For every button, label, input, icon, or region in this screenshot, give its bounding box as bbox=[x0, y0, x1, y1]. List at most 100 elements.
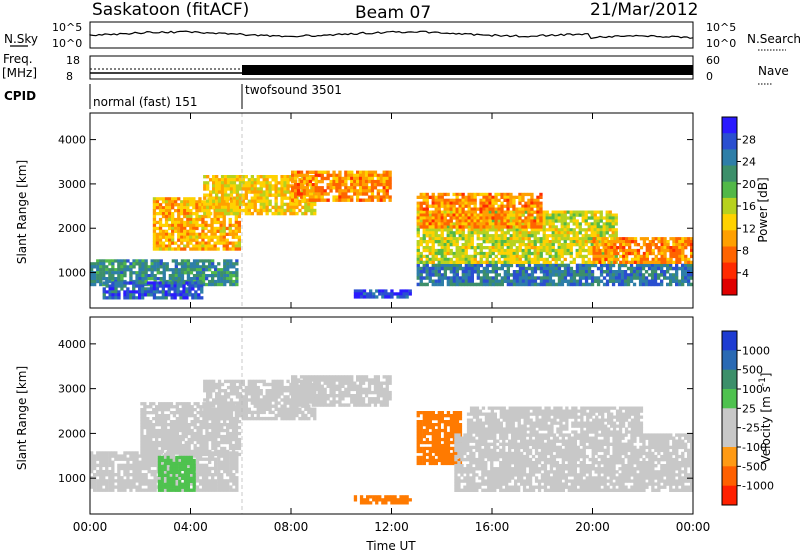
nave-tick-high: 60 bbox=[706, 54, 720, 67]
velocity-xtick-label: 08:00 bbox=[274, 520, 309, 534]
velocity-xtick-label: 16:00 bbox=[475, 520, 510, 534]
power-cbar-swatch bbox=[722, 149, 737, 166]
velocity-cbar-tick: 500 bbox=[742, 364, 763, 377]
nave-bar bbox=[242, 65, 693, 75]
velocity-region-3 bbox=[291, 375, 392, 407]
power-ytick-label: 3000 bbox=[58, 178, 86, 191]
velocity-xtick-label: 00:00 bbox=[73, 520, 108, 534]
velocity-colorbar: 1000 500 100 25 -25 -100 -500 -1000 bbox=[721, 330, 774, 506]
power-cbar-swatch bbox=[722, 278, 737, 296]
velocity-cbar-tick: -100 bbox=[742, 441, 767, 454]
velocity-ytick-label: 2000 bbox=[58, 427, 86, 440]
velocity-region-8 bbox=[466, 406, 644, 434]
nsearch-tick-high: 10^5 bbox=[706, 21, 736, 34]
power-cbar-swatch bbox=[722, 197, 737, 215]
beam-title: Beam 07 bbox=[355, 3, 431, 23]
velocity-cbar-swatch bbox=[722, 350, 737, 370]
freq-label: Freq. bbox=[3, 52, 33, 66]
velocity-cbar-swatch bbox=[722, 331, 737, 351]
power-cbar-swatch bbox=[722, 165, 737, 183]
nsky-label: N.Sky bbox=[4, 32, 38, 46]
nsky-trace bbox=[89, 30, 694, 40]
velocity-cbar-label: Velocity [m s-1] bbox=[758, 373, 773, 464]
power-cbar-swatch bbox=[722, 214, 737, 231]
power-cbar-label: Power [dB] bbox=[756, 177, 770, 242]
velocity-cbar-swatch bbox=[722, 466, 737, 486]
nsearch-label: N.Search bbox=[747, 32, 800, 46]
power-ytick-label: 2000 bbox=[58, 222, 86, 235]
freq-tick-high: 18 bbox=[66, 54, 80, 67]
nave-tick-low: 0 bbox=[706, 70, 713, 83]
velocity-region-4 bbox=[157, 455, 196, 492]
nsky-tick-low: 10^0 bbox=[52, 37, 82, 50]
power-region-1 bbox=[102, 281, 204, 300]
velocity-xtick-label: 20:00 bbox=[575, 520, 610, 534]
velocity-cbar-swatch bbox=[722, 389, 737, 409]
velocity-ytick-label: 3000 bbox=[58, 383, 86, 396]
velocity-xtick-label: 12:00 bbox=[374, 520, 409, 534]
power-cbar-tick: 16 bbox=[742, 200, 756, 213]
power-cbar-tick: 28 bbox=[742, 133, 756, 146]
nsky-panel: 10^5 10^0 N.Sky 10^5 10^0 N.Search bbox=[4, 21, 800, 51]
freq-tick-low: 8 bbox=[66, 70, 73, 83]
velocity-xtick-label: 00:00 bbox=[676, 520, 711, 534]
velocity-panel: 1000 2000 3000 4000 00:00 04:00 08:00 12:00 16:… bbox=[15, 316, 774, 534]
velocity-region-6 bbox=[416, 411, 463, 466]
cpid-label: CPID bbox=[4, 89, 36, 103]
date-title: 21/Mar/2012 bbox=[590, 0, 698, 20]
power-colorbar: 28 24 20 16 12 8 4 bbox=[721, 116, 756, 296]
power-cbar-tick: 20 bbox=[742, 178, 756, 191]
power-cbar-swatch bbox=[722, 230, 737, 247]
nsky-tick-high: 10^5 bbox=[52, 21, 82, 34]
velocity-region-5 bbox=[353, 495, 412, 505]
power-cbar-swatch bbox=[722, 181, 737, 199]
velocity-xtick-label: 04:00 bbox=[173, 520, 208, 534]
velocity-cbar-swatch bbox=[722, 447, 737, 467]
velocity-cbar-tick: 1000 bbox=[742, 344, 770, 357]
freq-panel: 18 8 Freq. [MHz] 60 0 Nave bbox=[2, 52, 789, 85]
freq-unit: [MHz] bbox=[2, 66, 37, 80]
velocity-cbar-swatch bbox=[722, 369, 737, 390]
cpid-mode-1: normal (fast) 151 bbox=[93, 95, 197, 109]
velocity-ytick-label: 4000 bbox=[58, 338, 86, 351]
velocity-cbar-tick: 100 bbox=[742, 383, 763, 396]
power-cbar-tick: 12 bbox=[742, 222, 756, 235]
power-region-0 bbox=[90, 259, 239, 287]
power-region-8 bbox=[416, 192, 543, 229]
power-ylabel: Slant Range [km] bbox=[15, 160, 29, 264]
power-cells bbox=[90, 170, 694, 300]
power-region-5 bbox=[353, 289, 412, 299]
power-ytick-label: 4000 bbox=[58, 134, 86, 147]
velocity-cbar-tick: -25 bbox=[742, 422, 760, 435]
time-axis-label: Time UT bbox=[365, 539, 416, 553]
velocity-ylabel: Slant Range [km] bbox=[15, 366, 29, 470]
power-cbar-tick: 24 bbox=[742, 156, 756, 169]
velocity-ytick-label: 1000 bbox=[58, 472, 86, 485]
power-cbar-swatch bbox=[722, 117, 737, 134]
velocity-cbar-swatch bbox=[722, 427, 737, 448]
power-cbar-tick: 8 bbox=[742, 245, 749, 258]
power-region-6 bbox=[416, 263, 694, 287]
power-region-4 bbox=[291, 170, 392, 202]
velocity-cbar-tick: -500 bbox=[742, 460, 767, 473]
station-title: Saskatoon (fitACF) bbox=[92, 0, 249, 20]
velocity-region-7 bbox=[454, 433, 694, 492]
power-cbar-tick: 4 bbox=[742, 267, 749, 280]
power-cbar-swatch bbox=[722, 246, 737, 264]
velocity-cbar-swatch bbox=[722, 408, 737, 428]
velocity-cbar-tick: -1000 bbox=[742, 480, 774, 493]
nave-label: Nave bbox=[758, 64, 789, 78]
power-panel: 1000 2000 3000 4000 Slant Range [km] 28 24 20… bbox=[15, 112, 770, 309]
velocity-cbar-swatch bbox=[722, 485, 737, 506]
power-region-2 bbox=[152, 197, 241, 251]
nsearch-tick-low: 10^0 bbox=[706, 37, 736, 50]
power-cbar-swatch bbox=[722, 262, 737, 280]
cpid-mode-2: twofsound 3501 bbox=[245, 83, 342, 97]
power-cbar-swatch bbox=[722, 133, 737, 150]
cpid-panel: CPID normal (fast) 151 twofsound 3501 bbox=[4, 83, 342, 109]
power-region-9 bbox=[592, 237, 694, 264]
velocity-cbar-tick: 25 bbox=[742, 402, 756, 415]
power-ytick-label: 1000 bbox=[58, 267, 86, 280]
velocity-cells bbox=[90, 375, 694, 505]
